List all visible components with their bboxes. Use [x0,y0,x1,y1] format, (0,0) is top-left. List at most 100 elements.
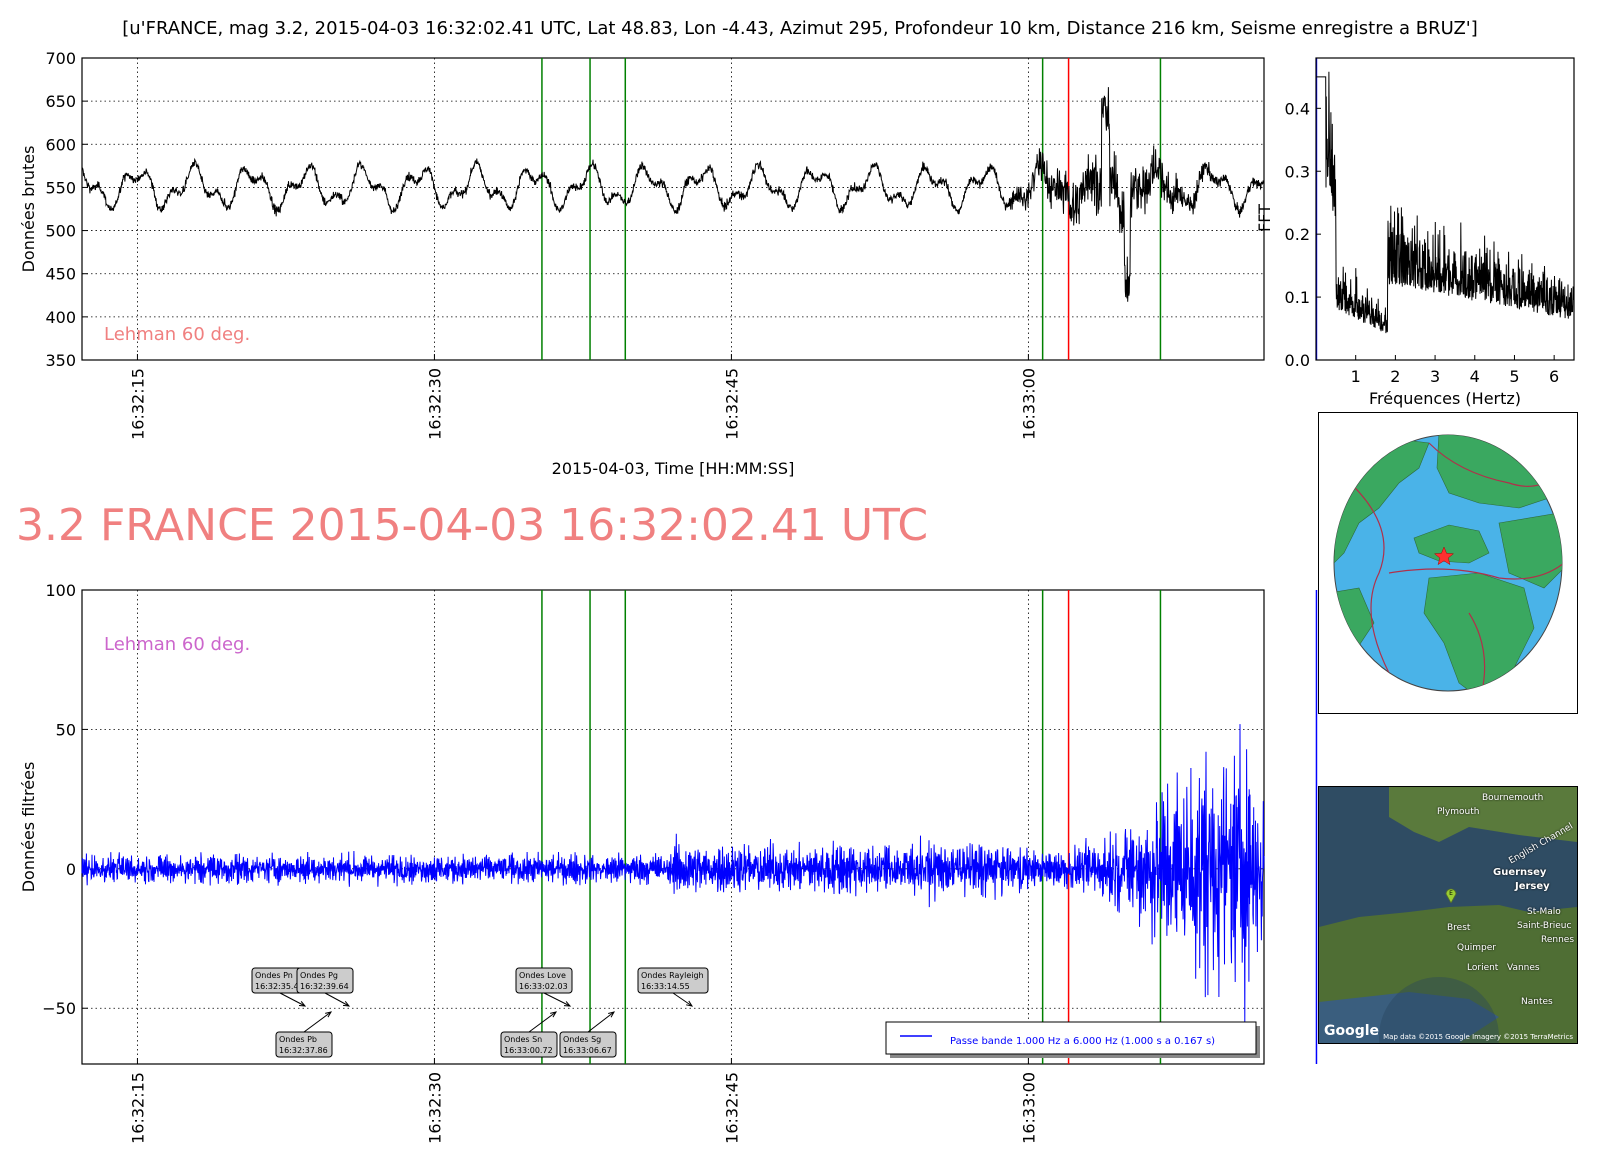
phase-annotation-arrowhead [563,1001,572,1007]
map-label-plymouth: Plymouth [1437,807,1480,817]
phase-annotation-ondes-sn: Ondes Sn 16:33:00.72 [500,1011,558,1058]
filtered-ytick-label: 100 [45,581,76,600]
legend-label: Passe bande 1.000 Hz a 6.000 Hz (1.000 s… [950,1036,1215,1047]
fft-xtick-label: 6 [1549,367,1559,386]
raw-ytick-label: 500 [45,222,76,241]
phase-annotation-arrowhead [550,1011,558,1018]
raw-xtick-label: 16:33:00 [1019,368,1038,440]
satellite-map-image [1319,787,1577,1043]
filtered-xtick-label: 16:32:30 [425,1072,444,1144]
phase-annotation-ondes-sg: Ondes Sg 16:33:06.67 [559,1011,617,1058]
epicenter-star-icon [1433,546,1455,566]
map-label-lorient: Lorient [1467,963,1499,973]
phase-annotation-arrow [279,992,306,1007]
filtered-xtick-label: 16:32:45 [722,1072,741,1144]
fft-xtick-label: 4 [1470,367,1480,386]
map-label-nantes: Nantes [1521,997,1553,1007]
phase-annotation-ondes-pg: Ondes Pg 16:32:39.64 [296,967,354,1007]
map-pin-icon: E [1445,888,1457,903]
phase-annotation-time: 16:32:37.86 [279,1046,328,1055]
raw-ytick-label: 600 [45,135,76,154]
phase-annotation-time: 16:33:02.03 [519,982,568,991]
globe-image [1333,434,1563,692]
phase-annotation-arrow [587,1011,615,1033]
phase-annotation-arrow [543,992,571,1007]
raw-ytick-label: 450 [45,265,76,284]
raw-plot-frame [81,57,1265,361]
fft-ytick-label: 0.4 [1285,99,1310,118]
filtered-seismogram-trace [81,724,1265,1024]
phase-annotation-arrowhead [325,1011,333,1018]
phase-annotation-ondes-rayleigh: Ondes Rayleigh 16:33:14.55 [637,967,709,1007]
regional-map-panel: Bournemouth Plymouth English Channel Gue… [1318,786,1578,1044]
phase-annotation-name: Ondes Sg [563,1035,601,1044]
fft-spectrum-trace [1316,71,1575,334]
filtered-xtick-label: 16:32:15 [128,1072,147,1144]
raw-ytick-label: 650 [45,92,76,111]
map-label-vannes: Vannes [1507,963,1540,973]
phase-annotation-name: Ondes Pg [300,971,338,980]
fft-ytick-label: 0.1 [1285,288,1310,307]
filtered-plot-frame [81,589,1265,1065]
map-label-st-malo: St-Malo [1527,907,1561,917]
filtered-xtick-label: 16:33:00 [1019,1072,1038,1144]
google-logo: Google [1324,1023,1380,1039]
map-label-quimper: Quimper [1457,943,1497,953]
phase-annotation-time: 16:33:14.55 [641,982,690,991]
fft-xtick-label: 2 [1390,367,1400,386]
legend-box [885,1021,1257,1055]
phase-annotation-arrow [672,992,693,1007]
filtered-lehman-annotation: Lehman 60 deg. [104,634,250,655]
filtered-ytick-label: 0 [66,860,76,879]
phase-annotation-name: Ondes Rayleigh [641,971,704,980]
phase-annotation-time: 16:32:39.64 [300,982,349,991]
map-label-brest: Brest [1447,923,1471,933]
map-label-jersey: Jersey [1515,881,1550,892]
phase-annotation-name: Ondes Love [519,971,566,980]
phase-annotation-arrow [303,1011,332,1033]
fft-ytick-label: 0.2 [1285,225,1310,244]
raw-ylabel: Données brutes [19,146,38,273]
phase-annotation-ondes-love: Ondes Love 16:33:02.03 [515,967,573,1007]
fft-xtick-label: 1 [1351,367,1361,386]
map-credit: Map data ©2015 Google Imagery ©2015 Terr… [1383,1033,1573,1041]
raw-xtick-label: 16:32:45 [722,368,741,440]
filtered-ytick-label: 50 [56,720,76,739]
phase-annotation-arrow [324,992,350,1007]
raw-ytick-label: 700 [45,49,76,68]
phase-annotation-arrowhead [608,1011,616,1018]
fft-ytick-label: 0.0 [1285,351,1310,370]
raw-seismogram-trace [81,87,1265,302]
phase-annotation-name: Ondes Pn [255,971,293,980]
raw-ytick-label: 400 [45,308,76,327]
phase-annotation-ondes-pb: Ondes Pb 16:32:37.86 [275,1011,333,1058]
fft-xtick-label: 3 [1430,367,1440,386]
fft-xlabel: Fréquences (Hertz) [1369,389,1521,408]
phase-annotation-name: Ondes Pb [279,1035,317,1044]
phase-annotation-time: 16:33:00.72 [504,1046,553,1055]
raw-ytick-label: 350 [45,351,76,370]
filtered-xlabel: 2015-04-03, Time [HH:MM:SS] [552,1163,795,1166]
phase-annotation-time: 16:33:06.67 [563,1046,612,1055]
raw-xlabel: 2015-04-03, Time [HH:MM:SS] [552,459,795,478]
phase-annotation-arrowhead [686,1000,694,1007]
fft-ytick-label: 0.3 [1285,162,1310,181]
fft-plot-frame [1315,57,1575,361]
raw-xtick-label: 16:32:30 [425,368,444,440]
map-pin-letter: E [1449,890,1453,897]
phase-annotation-arrowhead [298,1001,307,1007]
phase-annotation-time: 16:32:35.43 [255,982,304,991]
map-label-guernsey: Guernsey [1493,867,1547,878]
figure-title: [u'FRANCE, mag 3.2, 2015-04-03 16:32:02.… [122,18,1478,39]
map-label-rennes: Rennes [1541,935,1575,945]
raw-ytick-label: 550 [45,178,76,197]
phase-annotation-arrow [528,1011,557,1033]
phase-annotation-name: Ondes Sn [504,1035,542,1044]
map-label-bournemouth: Bournemouth [1482,793,1544,803]
filtered-ytick-label: −50 [42,999,76,1018]
fft-xtick-label: 5 [1509,367,1519,386]
map-label-saint-brieuc: Saint-Brieuc [1517,921,1572,931]
globe-map-panel [1318,412,1578,714]
